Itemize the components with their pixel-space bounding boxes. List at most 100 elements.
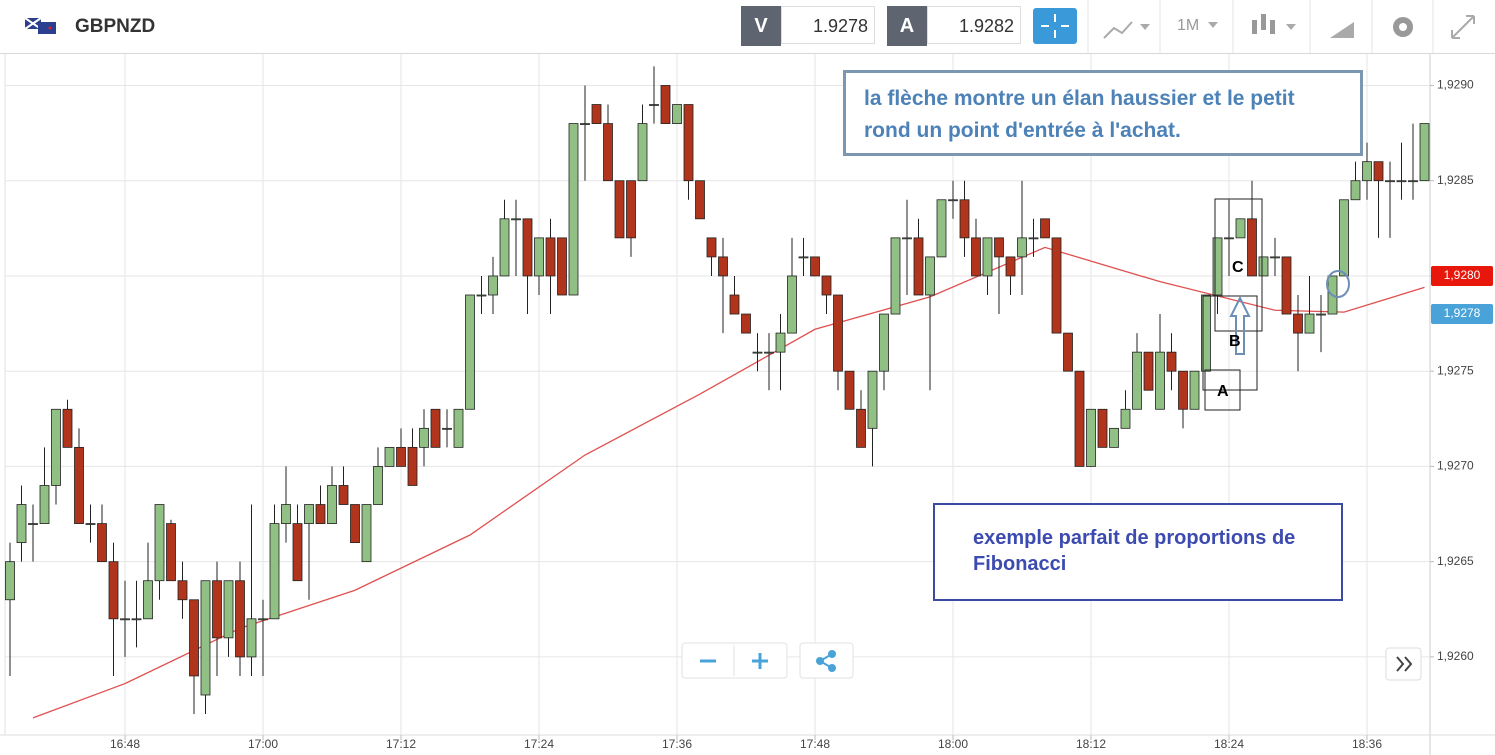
candle-body [338, 485, 349, 505]
share-button[interactable] [799, 642, 854, 679]
candle-body [660, 85, 671, 124]
candle-body [1396, 180, 1407, 183]
candle-body [1339, 199, 1349, 277]
timeframe[interactable]: 1M [1177, 17, 1200, 34]
candle-body [1040, 218, 1050, 239]
zoom-in[interactable] [752, 653, 768, 669]
candle-body [706, 237, 717, 258]
y-tick-label: 1,9275 [1437, 363, 1474, 377]
candle-body [292, 523, 303, 582]
candle-body [511, 218, 521, 221]
x-tick-label: 17:36 [662, 737, 692, 751]
candle-body [212, 580, 222, 639]
y-tick-label: 1,9270 [1437, 459, 1474, 473]
toolbar-icons [24, 0, 1475, 53]
candle-body [810, 256, 820, 277]
share-box[interactable] [799, 642, 854, 679]
candle-body [200, 580, 211, 696]
candle-body [442, 427, 452, 430]
arrow [1229, 295, 1251, 355]
candle-body [821, 275, 832, 296]
y-tick-label: 1,9285 [1437, 173, 1474, 187]
box-b [1202, 295, 1258, 391]
candle-body [189, 599, 199, 677]
candle-icon[interactable] [1252, 14, 1275, 34]
candle-body [407, 446, 418, 486]
candle-body [269, 523, 280, 620]
sell-label[interactable]: V [741, 6, 781, 46]
sell-price[interactable]: 1.9278 [781, 6, 875, 44]
candle-body [1017, 237, 1027, 258]
chart-type-icon[interactable] [1103, 21, 1133, 39]
candle-body [982, 237, 993, 277]
candle-body [867, 370, 878, 429]
x-tick-label: 17:24 [524, 737, 554, 751]
candle-body [177, 580, 188, 601]
candle-body [1247, 218, 1257, 277]
candle-body [672, 104, 682, 124]
entry-circle [1326, 270, 1350, 298]
share-dot [828, 664, 836, 672]
candle-body [534, 237, 544, 277]
candle-body [959, 199, 970, 239]
wave-label: B [1229, 333, 1241, 350]
candle-body [281, 504, 291, 524]
candle-body [453, 408, 464, 448]
wave-label: A [1217, 383, 1229, 400]
candle-body [1235, 218, 1246, 239]
dropdown[interactable] [1208, 22, 1218, 28]
candle-body [879, 313, 889, 372]
candle-body [51, 408, 61, 486]
candle-body [85, 523, 96, 525]
candle-body [235, 580, 245, 658]
scroll-right[interactable] [1385, 647, 1422, 681]
candle-body [1373, 161, 1384, 182]
candle-body [1109, 427, 1119, 448]
fullscreen-icon[interactable] [1451, 15, 1475, 39]
buy-label[interactable]: A [887, 6, 927, 46]
dropdown[interactable] [1140, 24, 1150, 30]
candle-body [246, 618, 257, 658]
candle-body [1201, 294, 1211, 372]
candle-body [1281, 256, 1292, 315]
wave-label: C [1232, 259, 1244, 276]
abc-boxes [1202, 198, 1263, 411]
candle-body [1350, 180, 1361, 201]
candle-body [833, 294, 843, 372]
candle-body [1293, 313, 1303, 334]
dropdown[interactable] [1286, 24, 1296, 30]
zoom-controls[interactable] [681, 642, 788, 679]
draw-icon[interactable] [1330, 22, 1354, 38]
candle-body [522, 218, 533, 277]
candle-body [1304, 313, 1315, 334]
candle-body [752, 351, 763, 354]
candle-body [488, 275, 498, 296]
candle-body [476, 294, 487, 297]
candle-body [361, 504, 372, 563]
candle-body [39, 485, 50, 524]
candle-body [1132, 351, 1142, 410]
candle-body [1408, 180, 1418, 183]
buy-price[interactable]: 1.9282 [927, 6, 1021, 44]
candle-body [1270, 256, 1280, 259]
share-dot [816, 657, 824, 665]
candle-body [62, 408, 73, 448]
candle-body [373, 466, 383, 505]
crosshair-button[interactable] [1033, 8, 1077, 44]
candle-body [1258, 256, 1269, 277]
candle-body [16, 504, 27, 544]
candle-body [775, 332, 786, 353]
candle-body [74, 446, 84, 524]
candle-body [913, 237, 924, 296]
candle-body [1074, 370, 1085, 467]
candle-body [120, 618, 130, 621]
candle-body [1224, 237, 1234, 240]
candle-body [718, 256, 728, 277]
candle-body [614, 180, 625, 239]
candle-body [729, 294, 740, 315]
candle-body [683, 104, 694, 182]
x-tick-label: 18:12 [1076, 737, 1106, 751]
candle-body [902, 237, 912, 240]
